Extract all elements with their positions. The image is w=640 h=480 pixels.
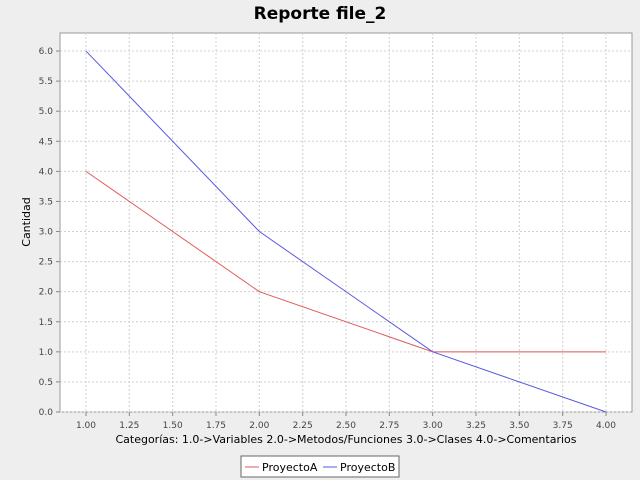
x-tick-label: 3.50 xyxy=(509,421,529,431)
x-tick-label: 2.25 xyxy=(293,421,313,431)
x-tick-label: 3.75 xyxy=(553,421,573,431)
grid xyxy=(60,33,632,413)
x-tick-label: 1.00 xyxy=(76,421,96,431)
y-tick-label: 1.0 xyxy=(39,348,54,358)
x-axis: 1.00 1.25 1.50 1.75 2.00 2.25 2.50 2.75 3.00 3.25… xyxy=(76,412,616,431)
series-line-proyectob xyxy=(85,50,607,413)
y-tick-label: 3.5 xyxy=(39,197,53,207)
legend: ProyectoA ProyectoB xyxy=(240,455,400,478)
y-axis: 0.0 0.5 1.0 1.5 2.0 2.5 3.0 3.5 4.0 4.5 5.0 5.5 6.0 xyxy=(39,47,60,418)
x-tick-label: 2.00 xyxy=(249,421,269,431)
y-tick-label: 1.5 xyxy=(39,318,53,328)
x-axis-label: Categorías: 1.0->Variables 2.0->Metodos/… xyxy=(115,433,576,446)
legend-label-proyectoa: ProyectoA xyxy=(262,461,318,474)
y-tick-label: 5.5 xyxy=(39,77,53,87)
series-layer xyxy=(85,50,607,413)
y-tick-label: 6.0 xyxy=(39,47,54,57)
x-tick-label: 3.25 xyxy=(466,421,486,431)
y-tick-label: 3.0 xyxy=(39,228,54,238)
y-tick-label: 0.5 xyxy=(39,378,53,388)
y-axis-label: Cantidad xyxy=(20,197,33,246)
x-tick-label: 4.00 xyxy=(596,421,616,431)
legend-label-proyectob: ProyectoB xyxy=(340,461,395,474)
x-tick-label: 1.50 xyxy=(163,421,183,431)
x-tick-label: 1.75 xyxy=(206,421,226,431)
series-line-proyectoa xyxy=(85,170,606,353)
chart-title: Reporte file_2 xyxy=(254,4,387,24)
x-tick-label: 1.25 xyxy=(119,421,139,431)
legend-box xyxy=(240,455,400,478)
y-tick-label: 0.0 xyxy=(39,408,54,418)
y-tick-label: 2.0 xyxy=(39,288,54,298)
y-tick-label: 2.5 xyxy=(39,258,53,268)
y-tick-label: 4.0 xyxy=(39,167,54,177)
y-tick-label: 5.0 xyxy=(39,107,54,117)
x-tick-label: 2.50 xyxy=(336,421,356,431)
x-tick-label: 2.75 xyxy=(379,421,399,431)
x-tick-label: 3.00 xyxy=(423,421,443,431)
y-tick-label: 4.5 xyxy=(39,137,53,147)
